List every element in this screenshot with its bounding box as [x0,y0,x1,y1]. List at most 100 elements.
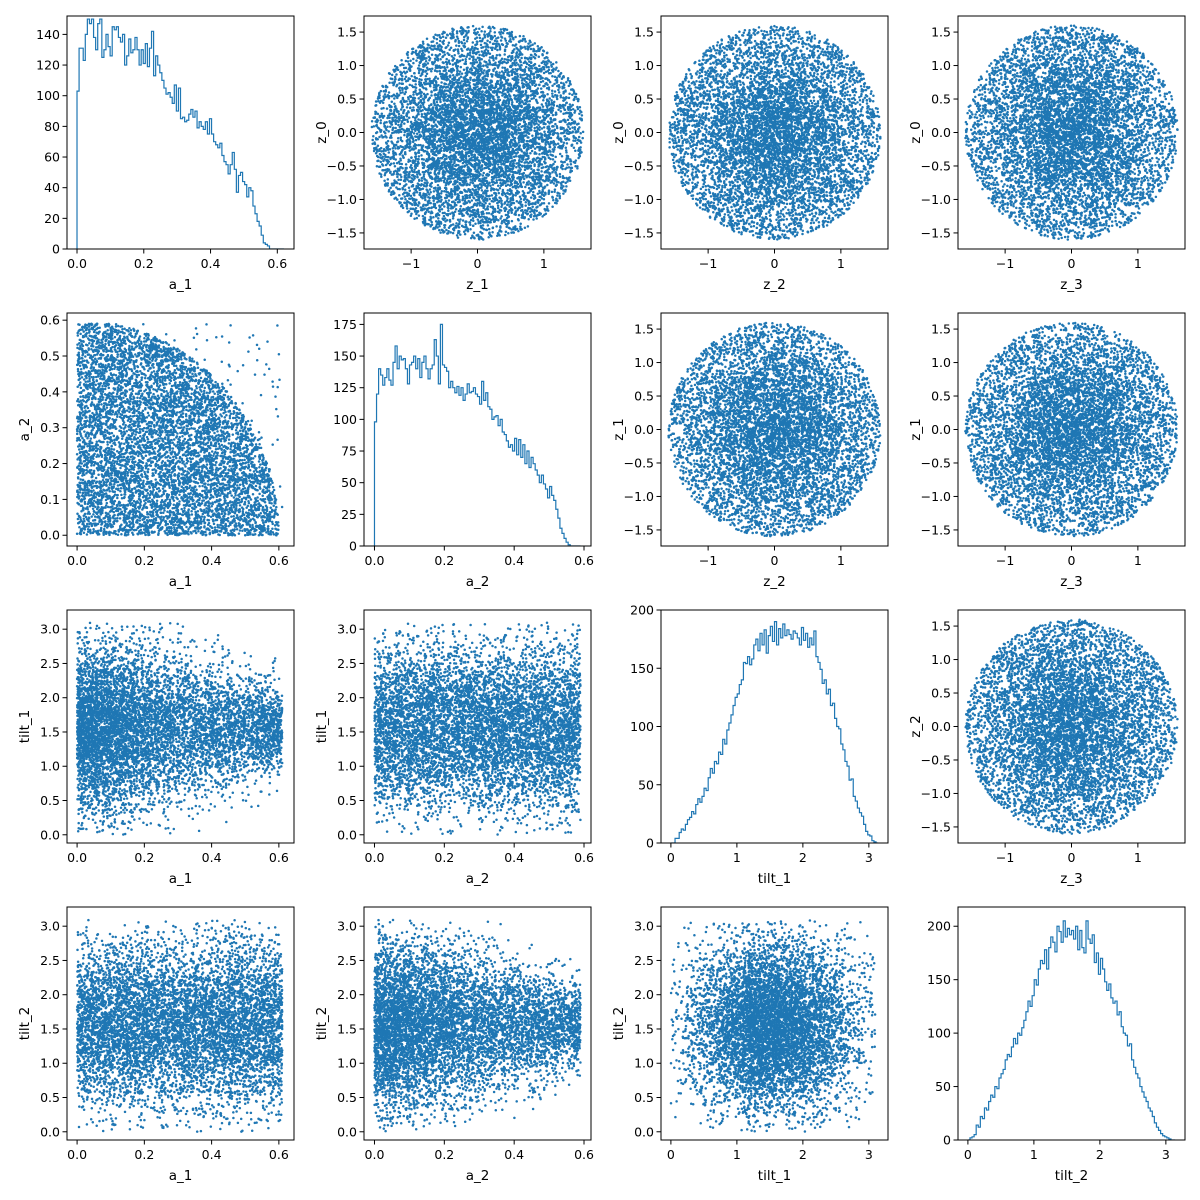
scatter-point [511,153,514,156]
scatter-point [450,196,453,199]
scatter-point [528,67,531,70]
scatter-point [404,198,407,201]
scatter-point [519,73,522,76]
scatter-point [513,115,516,118]
scatter-point [482,64,485,67]
scatter-point [379,154,382,157]
scatter-point [434,123,437,126]
scatter-point [447,209,450,212]
scatter-point [383,122,386,125]
scatter-point [439,144,442,147]
y-tick-label: 60 [44,150,60,165]
scatter-point [464,124,467,127]
scatter-point [430,94,433,97]
scatter-point [418,72,421,75]
scatter-point [461,72,464,75]
scatter-point [535,83,538,86]
scatter-point [391,183,394,186]
scatter-point [512,186,515,189]
scatter-point [399,201,402,204]
scatter-point [373,125,376,128]
scatter-point [454,40,457,43]
scatter-point [439,206,442,209]
scatter-point [492,154,495,157]
scatter-point [446,66,449,69]
scatter-point [541,127,544,130]
scatter-point [564,190,567,193]
scatter-point [439,67,442,70]
scatter-point [396,176,399,179]
scatter-point [467,105,470,108]
scatter-point [388,91,391,94]
scatter-point [431,212,434,215]
scatter-point [500,39,503,42]
scatter-point [459,30,462,33]
scatter-point [405,163,408,166]
scatter-point [480,46,483,49]
scatter-point [484,87,487,90]
scatter-point [434,128,437,131]
scatter-point [458,45,461,48]
scatter-point [416,176,419,179]
scatter-point [469,224,472,227]
scatter-point [556,79,559,82]
scatter-point [446,143,449,146]
scatter-point [448,54,451,57]
scatter-point [442,107,445,110]
scatter-point [494,132,497,135]
y-tick-label: 120 [36,58,60,73]
scatter-point [471,199,474,202]
scatter-point [521,173,524,176]
scatter-point [378,136,381,139]
scatter-point [550,99,553,102]
scatter-point [546,52,549,55]
histogram-step [77,19,284,249]
scatter-point [422,221,425,224]
scatter-point [430,128,433,131]
scatter-point [553,169,556,172]
scatter-point [565,177,568,180]
scatter-point [481,189,484,192]
scatter-point [500,136,503,139]
scatter-point [480,109,483,112]
scatter-point [480,134,483,137]
scatter-point [412,106,415,109]
scatter-point [457,164,460,167]
scatter-point [426,37,429,40]
scatter-point [414,147,417,150]
scatter-point [571,170,574,173]
scatter-point [571,94,574,97]
scatter-point [518,141,521,144]
scatter-point [557,142,560,145]
scatter-point [400,59,403,62]
scatter-point [472,220,475,223]
scatter-point [539,106,542,109]
scatter-point [527,58,530,61]
scatter-point [459,218,462,221]
scatter-point [476,36,479,39]
scatter-point [439,40,442,43]
scatter-point [403,202,406,205]
scatter-point [384,184,387,187]
scatter-point [472,96,475,99]
scatter-point [410,212,413,215]
scatter-point [501,36,504,39]
scatter-point [436,38,439,41]
scatter-point [428,219,431,222]
scatter-point [543,126,546,128]
scatter-point [489,185,492,188]
scatter-point [397,131,400,134]
scatter-point [562,82,565,85]
scatter-point [431,124,434,127]
scatter-point [530,147,533,150]
scatter-point [463,45,466,48]
scatter-point [549,81,552,84]
scatter-point [389,171,392,174]
scatter-point [395,131,398,134]
scatter-point [438,229,441,232]
scatter-point [409,103,412,106]
scatter-point [564,135,567,138]
scatter-point [494,108,497,111]
scatter-point [459,70,462,73]
scatter-point [525,66,528,69]
